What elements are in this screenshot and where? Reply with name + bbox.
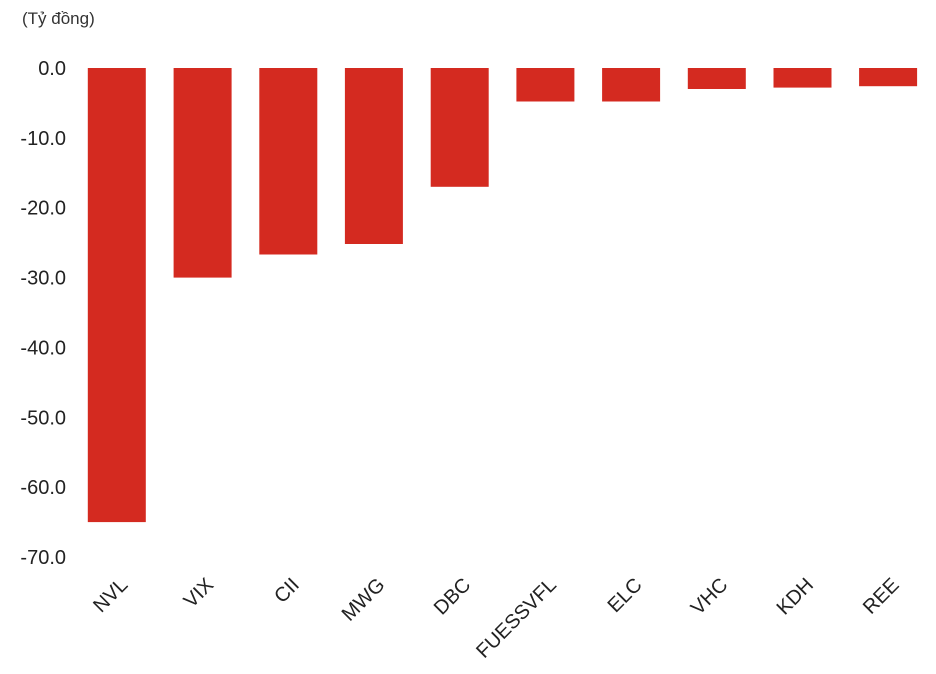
- x-tick-label: NVL: [89, 574, 132, 617]
- y-axis: 0.0 -10.0 -20.0 -30.0 -40.0 -50.0 -60.0 -70.0: [20, 58, 66, 569]
- bar-ree: [859, 68, 918, 87]
- bars: [87, 68, 918, 523]
- x-tick-label: DBC: [430, 574, 475, 619]
- x-tick-label: VHC: [687, 574, 732, 619]
- y-tick-label: -50.0: [20, 407, 66, 429]
- x-tick-label: FUESSVFL: [472, 574, 561, 663]
- x-tick-label: KDH: [773, 574, 818, 619]
- y-tick-label: -20.0: [20, 198, 66, 220]
- unit-label: (Tỷ đồng): [22, 9, 95, 28]
- y-tick-label: -40.0: [20, 337, 66, 359]
- y-tick-label: 0.0: [38, 58, 66, 80]
- bar-dbc: [430, 68, 489, 187]
- x-tick-label: MWG: [338, 574, 390, 626]
- y-tick-label: -30.0: [20, 268, 66, 290]
- x-tick-label: VIX: [180, 574, 218, 612]
- x-tick-label: ELC: [604, 574, 647, 617]
- x-tick-label: CII: [270, 574, 304, 608]
- y-tick-label: -10.0: [20, 128, 66, 150]
- bar-fuessvfl: [516, 68, 575, 102]
- y-tick-label: -70.0: [20, 547, 66, 569]
- bar-mwg: [344, 68, 403, 244]
- x-tick-label: REE: [859, 574, 904, 619]
- bar-vhc: [687, 68, 746, 89]
- bar-kdh: [773, 68, 832, 88]
- bar-nvl: [87, 68, 146, 523]
- bar-elc: [602, 68, 661, 102]
- bar-vix: [173, 68, 232, 278]
- y-tick-label: -60.0: [20, 477, 66, 499]
- bar-cii: [259, 68, 318, 255]
